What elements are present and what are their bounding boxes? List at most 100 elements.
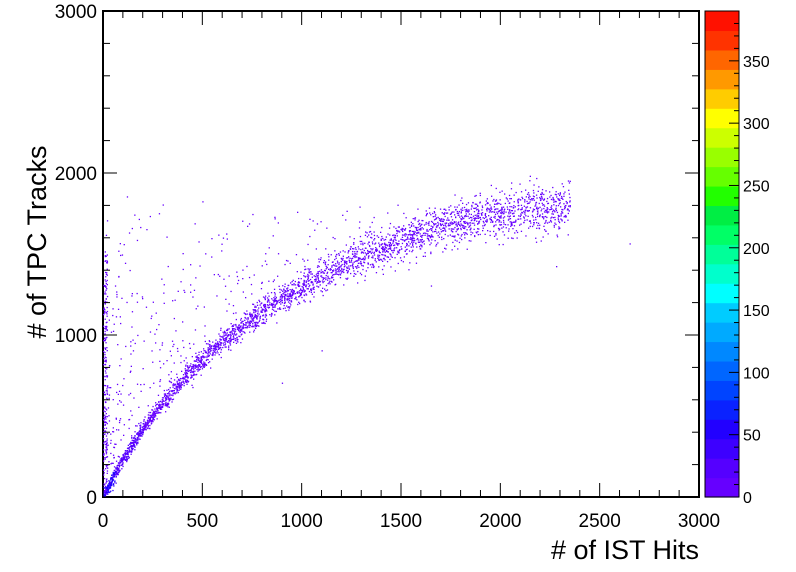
scatter-point xyxy=(470,213,472,216)
scatter-point xyxy=(353,248,355,250)
scatter-point xyxy=(316,281,318,283)
scatter-point xyxy=(454,245,456,247)
scatter-point xyxy=(246,313,248,315)
scatter-point xyxy=(501,211,504,214)
scatter-point xyxy=(389,222,392,225)
scatter-point xyxy=(556,234,558,236)
scatter-point xyxy=(558,203,561,205)
scatter-point xyxy=(381,235,383,238)
scatter-point xyxy=(335,263,337,265)
scatter-point xyxy=(106,478,108,480)
scatter-point xyxy=(104,291,106,293)
scatter-point xyxy=(273,306,275,308)
scatter-point xyxy=(398,240,400,242)
scatter-point xyxy=(465,213,467,215)
y-tick-label: 1000 xyxy=(55,326,97,347)
scatter-point xyxy=(185,373,187,375)
scatter-point xyxy=(125,459,128,461)
scatter-point xyxy=(546,216,548,219)
scatter-point xyxy=(410,246,412,248)
scatter-point xyxy=(269,302,271,304)
scatter-point xyxy=(171,401,173,403)
colorbar-tick-label: 50 xyxy=(743,428,761,445)
scatter-point xyxy=(535,204,537,206)
scatter-point xyxy=(529,199,532,201)
scatter-point xyxy=(406,244,408,246)
scatter-point xyxy=(543,193,545,196)
scatter-point xyxy=(378,245,381,248)
scatter-point xyxy=(397,262,399,265)
scatter-point xyxy=(474,203,476,205)
x-tick-label: 2500 xyxy=(579,511,621,532)
scatter-point xyxy=(371,251,373,253)
scatter-point xyxy=(105,487,107,489)
scatter-point xyxy=(112,399,114,401)
scatter-point xyxy=(460,235,462,237)
scatter-point xyxy=(411,251,413,253)
scatter-point xyxy=(307,280,310,282)
scatter-point xyxy=(150,416,152,418)
scatter-point xyxy=(260,302,262,305)
scatter-point xyxy=(498,244,500,246)
scatter-point xyxy=(233,324,235,326)
scatter-point xyxy=(347,257,349,259)
scatter-point xyxy=(483,222,485,224)
scatter-point xyxy=(350,272,352,275)
scatter-point xyxy=(347,270,349,272)
scatter-point xyxy=(280,294,283,296)
scatter-point xyxy=(480,218,482,221)
scatter-point xyxy=(456,229,458,231)
scatter-point xyxy=(457,214,459,216)
scatter-point xyxy=(274,314,276,316)
scatter-point xyxy=(511,210,514,212)
scatter-point xyxy=(384,238,387,241)
scatter-point xyxy=(245,323,247,325)
colorbar-segment xyxy=(705,283,739,304)
scatter-point xyxy=(530,222,532,224)
scatter-point xyxy=(115,482,117,484)
scatter-point xyxy=(268,307,270,309)
scatter-point xyxy=(182,268,184,271)
scatter-point xyxy=(105,325,107,328)
scatter-point xyxy=(228,349,230,351)
scatter-point xyxy=(349,236,351,238)
scatter-point xyxy=(155,312,157,314)
scatter-point xyxy=(105,385,107,387)
scatter-point xyxy=(241,329,243,331)
scatter-point xyxy=(252,319,254,322)
scatter-point xyxy=(256,321,258,323)
scatter-point xyxy=(322,294,324,297)
scatter-point xyxy=(222,339,225,341)
scatter-point xyxy=(543,199,545,201)
scatter-point xyxy=(255,324,257,326)
scatter-point xyxy=(511,237,513,239)
scatter-point xyxy=(367,256,370,258)
scatter-point xyxy=(469,222,471,224)
scatter-point xyxy=(229,340,232,343)
scatter-point xyxy=(284,299,286,301)
scatter-point xyxy=(254,305,256,307)
scatter-point xyxy=(242,320,244,322)
scatter-point xyxy=(238,327,241,329)
scatter-point xyxy=(389,246,391,248)
scatter-point xyxy=(500,217,502,219)
scatter-point xyxy=(159,407,161,410)
scatter-point xyxy=(314,279,316,281)
scatter-point xyxy=(214,345,216,347)
scatter-point xyxy=(364,257,367,259)
scatter-point xyxy=(558,226,560,228)
scatter-point xyxy=(378,259,380,261)
scatter-point xyxy=(103,452,105,455)
scatter-point xyxy=(500,203,502,205)
scatter-point xyxy=(319,284,321,286)
scatter-point xyxy=(110,478,112,480)
scatter-point xyxy=(305,286,307,288)
scatter-point xyxy=(306,275,308,277)
scatter-point xyxy=(451,219,454,221)
scatter-point xyxy=(451,249,453,251)
scatter-point xyxy=(559,227,561,229)
scatter-point xyxy=(357,246,359,248)
scatter-point xyxy=(106,262,108,264)
scatter-point xyxy=(493,225,495,228)
scatter-point xyxy=(284,294,287,297)
